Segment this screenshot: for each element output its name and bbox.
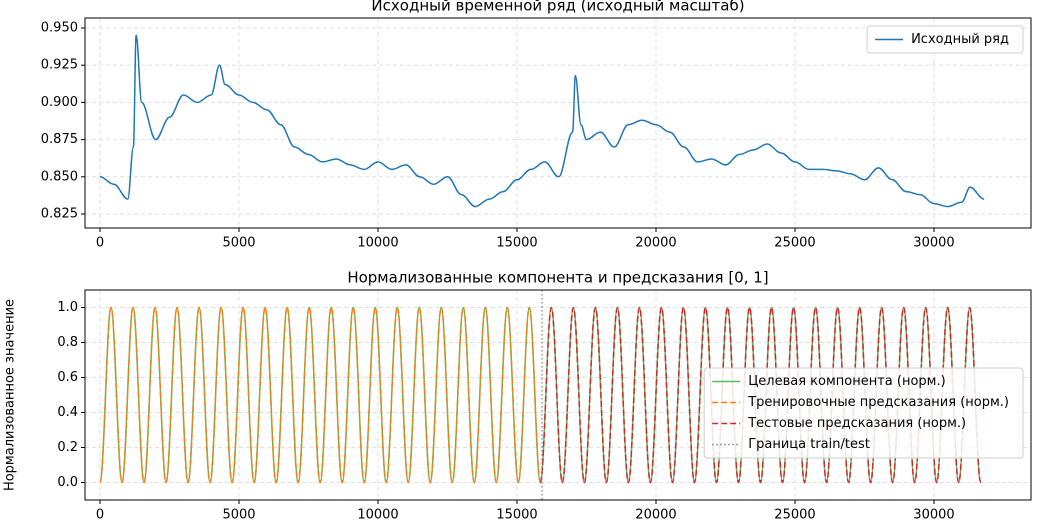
legend-label: Целевая компонента (норм.) [748, 374, 946, 389]
y-tick-label: 1.0 [57, 300, 78, 315]
x-tick-label: 20000 [635, 236, 676, 251]
series-line [99, 34, 985, 208]
legend-label: Исходный ряд [911, 32, 1009, 47]
x-tick-label: 0 [96, 508, 104, 523]
chart-title: Исходный временной ряд (исходный масштаб… [371, 0, 744, 15]
x-tick-label: 25000 [774, 508, 815, 523]
chart-title: Нормализованные компонента и предсказани… [347, 269, 768, 287]
y-tick-label: 0.8 [57, 335, 78, 350]
legend-box [866, 25, 1024, 54]
y-tick-label: 0.4 [57, 405, 78, 420]
y-tick-label: 0.0 [57, 475, 78, 490]
x-tick-label: 15000 [496, 508, 537, 523]
y-tick-label: 0.925 [41, 58, 78, 73]
x-tick-label: 0 [96, 236, 104, 251]
x-tick-label: 25000 [774, 236, 815, 251]
legend: Целевая компонента (норм.) Тренировочные … [703, 367, 1024, 459]
y-tick-label: 0.850 [41, 169, 78, 184]
legend-label: Граница train/test [748, 437, 870, 452]
y-axis-label: Нормализованное значение [3, 299, 18, 491]
x-tick-label: 10000 [357, 508, 398, 523]
legend: Исходный ряд [866, 25, 1024, 54]
legend-box [703, 367, 1024, 459]
x-tick-label: 15000 [496, 236, 537, 251]
x-tick-label: 5000 [222, 236, 255, 251]
y-tick-label: 0.900 [41, 95, 78, 110]
legend-label: Тестовые предсказания (норм.) [747, 416, 966, 431]
series-line [539, 306, 982, 484]
series-line [99, 306, 542, 484]
x-tick-label: 30000 [913, 236, 954, 251]
x-tick-label: 20000 [635, 508, 676, 523]
y-tick-label: 0.6 [57, 370, 78, 385]
x-tick-label: 5000 [222, 508, 255, 523]
legend-label: Тренировочные предсказания (норм.) [747, 395, 1009, 410]
y-tick-label: 0.825 [41, 207, 78, 222]
y-tick-label: 0.2 [57, 440, 78, 455]
y-tick-label: 0.950 [41, 20, 78, 35]
axes-frame [84, 289, 1032, 501]
y-tick-label: 0.875 [41, 132, 78, 147]
x-tick-label: 30000 [913, 508, 954, 523]
x-tick-label: 10000 [357, 236, 398, 251]
axes-frame [84, 17, 1032, 229]
